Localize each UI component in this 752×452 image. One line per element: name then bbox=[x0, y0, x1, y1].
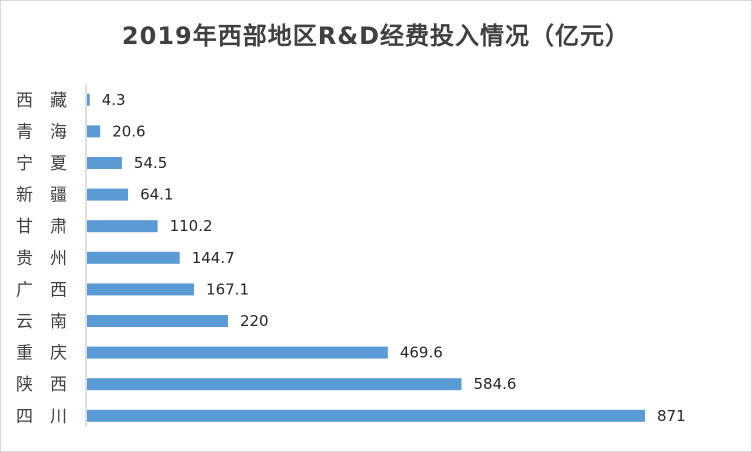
bar bbox=[87, 125, 101, 138]
category-label: 青 海 bbox=[16, 122, 67, 142]
bar bbox=[87, 315, 228, 327]
data-label: 110.2 bbox=[170, 217, 213, 235]
data-label: 64.1 bbox=[140, 186, 173, 204]
category-label: 贵 州 bbox=[16, 249, 67, 269]
bar bbox=[87, 220, 158, 233]
data-label: 167.1 bbox=[206, 280, 249, 298]
category-label: 四 川 bbox=[16, 407, 67, 427]
category-label: 广 西 bbox=[16, 280, 67, 300]
bar bbox=[87, 409, 645, 422]
category-label: 云 南 bbox=[16, 312, 67, 332]
category-label: 甘 肃 bbox=[16, 217, 67, 237]
bar bbox=[87, 188, 129, 201]
bar bbox=[87, 346, 388, 359]
data-label: 4.3 bbox=[102, 91, 126, 109]
category-label: 宁 夏 bbox=[16, 154, 67, 174]
data-label: 584.6 bbox=[474, 375, 517, 393]
bar bbox=[87, 93, 90, 106]
bar bbox=[87, 157, 122, 169]
bar bbox=[87, 283, 195, 296]
data-label: 220 bbox=[240, 312, 269, 330]
category-label: 陕 西 bbox=[16, 375, 67, 395]
data-label: 871 bbox=[657, 407, 686, 425]
chart-title: 2019年西部地区R&D经费投入情况（亿元） bbox=[121, 22, 631, 50]
bar bbox=[87, 251, 180, 264]
data-label: 54.5 bbox=[134, 154, 167, 172]
data-label: 144.7 bbox=[192, 249, 235, 267]
category-label: 重 庆 bbox=[16, 344, 67, 364]
category-label: 新 疆 bbox=[16, 186, 67, 206]
bar bbox=[87, 378, 462, 391]
data-label: 469.6 bbox=[400, 344, 443, 362]
category-label: 西 藏 bbox=[16, 91, 67, 111]
data-label: 20.6 bbox=[112, 122, 145, 140]
